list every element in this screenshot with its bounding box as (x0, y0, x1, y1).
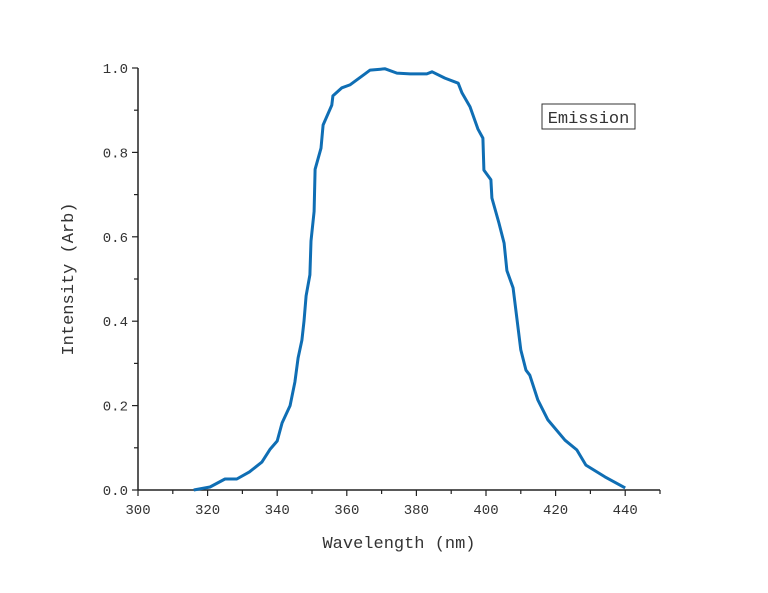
series-line-emission (193, 67, 626, 492)
y-tick-label: 0.4 (103, 315, 128, 331)
x-tick-label: 360 (334, 503, 359, 519)
x-tick-label: 440 (613, 503, 638, 519)
x-tick-label: 380 (404, 503, 429, 519)
y-tick-label: 1.0 (103, 62, 128, 78)
x-tick-label: 320 (195, 503, 220, 519)
ticks: 300 320 340 360 380 400 420 440 0.0 0.2 0.4 0.6 0.8 1… (103, 62, 661, 519)
y-tick-label: 0.8 (103, 146, 128, 162)
x-tick-label: 300 (125, 503, 150, 519)
x-tick-label: 400 (473, 503, 498, 519)
x-axis-label: Wavelength (nm) (322, 535, 475, 554)
x-tick-label: 420 (543, 503, 568, 519)
x-tick-label: 340 (265, 503, 290, 519)
y-tick-label: 0.6 (103, 231, 128, 247)
legend-box (541, 103, 636, 130)
axes (137, 68, 660, 491)
y-tick-label: 0.2 (103, 400, 128, 416)
y-axis-label: Intensity (Arb) (60, 202, 79, 355)
legend-label: Emission (548, 110, 630, 129)
y-tick-label: 0.0 (103, 484, 128, 500)
legend: Emission (541, 103, 636, 130)
